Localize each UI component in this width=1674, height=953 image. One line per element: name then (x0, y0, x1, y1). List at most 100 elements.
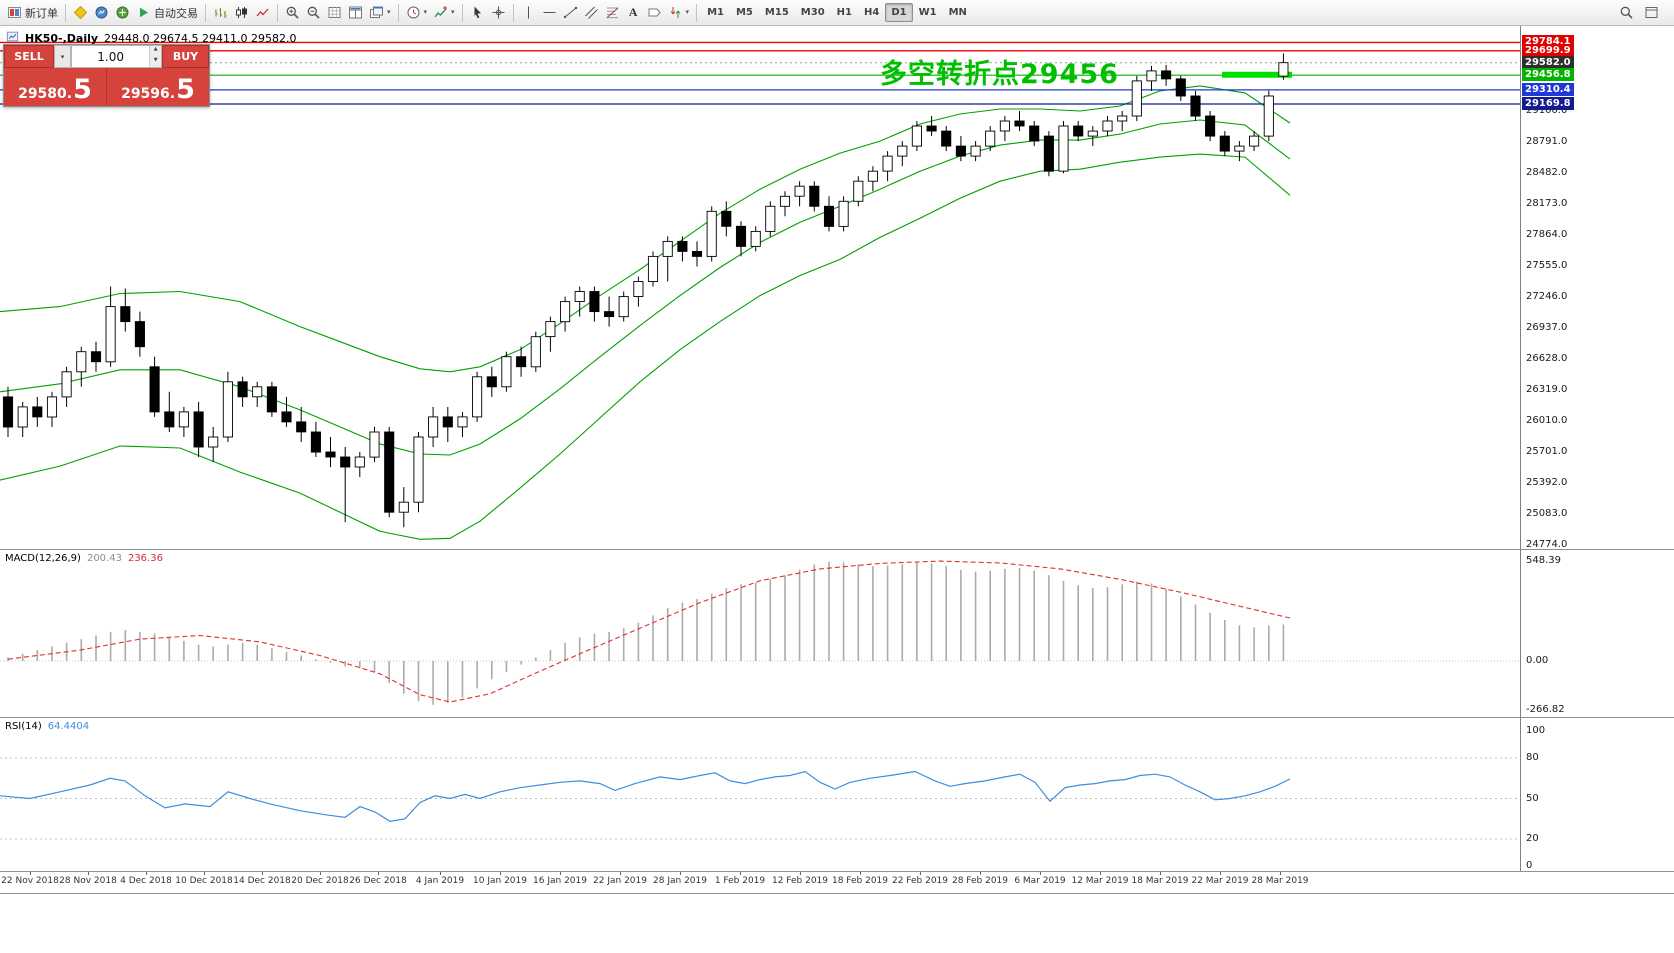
timeframe-m5-button[interactable]: M5 (730, 3, 759, 22)
chevron-down-icon: ▾ (451, 8, 455, 16)
date-tick (680, 872, 681, 875)
grid-button[interactable] (324, 2, 345, 23)
price-level-badge: 29310.4 (1522, 82, 1574, 96)
macd-label: MACD(12,26,9) (5, 553, 81, 564)
date-label: 12 Feb 2019 (771, 876, 828, 886)
date-label: 18 Mar 2019 (1131, 876, 1189, 886)
search-icon (1619, 5, 1634, 20)
date-tick (740, 872, 741, 875)
axis-tick-label: 20 (1526, 833, 1539, 844)
candlestick-chart-type-button[interactable] (231, 2, 252, 23)
zoom-in-button[interactable] (282, 2, 303, 23)
price-level-badge: 29582.0 (1522, 55, 1574, 69)
window-layout-icon (1644, 5, 1659, 20)
timeframe-w1-button[interactable]: W1 (913, 3, 943, 22)
sell-price-display[interactable]: 29580. 5 (4, 68, 106, 106)
arrows-tool-button[interactable]: ▾ (665, 2, 693, 23)
toolbar-separator (277, 3, 278, 22)
new-order-button[interactable]: 新订单 (4, 2, 61, 23)
arrows-icon (668, 5, 683, 20)
volume-decrease-button[interactable]: ▼ (150, 56, 161, 67)
axis-tick-label: 26937.0 (1526, 321, 1568, 333)
date-tick (262, 872, 263, 875)
vertical-line-tool-button[interactable] (518, 2, 539, 23)
date-label: 26 Dec 2018 (349, 876, 407, 886)
timeframe-d1-button[interactable]: D1 (885, 3, 913, 22)
line-chart-icon (255, 5, 270, 20)
chevron-down-icon: ▾ (423, 8, 428, 16)
search-button[interactable] (1616, 2, 1637, 23)
timeframe-h4-button[interactable]: H4 (858, 3, 885, 22)
navigator-button[interactable] (112, 2, 133, 23)
text-tool-button[interactable]: A (623, 2, 644, 23)
timeframe-h1-button[interactable]: H1 (831, 3, 858, 22)
trendline-tool-button[interactable] (560, 2, 581, 23)
axis-tick-label: 25083.0 (1526, 507, 1568, 519)
buy-button[interactable]: BUY (162, 45, 209, 68)
macd-panel-canvas[interactable] (0, 550, 1520, 717)
market-watch-button[interactable] (91, 2, 112, 23)
axis-tick-label: 28482.0 (1526, 166, 1568, 178)
date-tick (1100, 872, 1101, 875)
charts-profile-button[interactable] (70, 2, 91, 23)
period-button[interactable]: ▾ (403, 2, 431, 23)
axis-tick-label: 27555.0 (1526, 259, 1568, 271)
date-tick (1040, 872, 1041, 875)
buy-price-main: 29596. (121, 85, 176, 102)
panel-separator[interactable] (0, 717, 1674, 718)
date-label: 18 Feb 2019 (831, 876, 888, 886)
price-level-badge: 29699.9 (1522, 43, 1574, 57)
sell-button[interactable]: SELL (4, 45, 54, 68)
date-tick (320, 872, 321, 875)
zoom-out-button[interactable] (303, 2, 324, 23)
line-chart-type-button[interactable] (252, 2, 273, 23)
date-label: 22 Nov 2018 (1, 876, 59, 886)
date-label: 1 Feb 2019 (714, 876, 766, 886)
date-tick (1220, 872, 1221, 875)
cursor-tool-button[interactable] (467, 2, 488, 23)
vertical-line-icon (521, 5, 536, 20)
horizontal-line-tool-button[interactable] (539, 2, 560, 23)
navigator-icon (115, 5, 130, 20)
chart-legend: HK50-,Daily 29448.0 29674.5 29411.0 2958… (6, 30, 297, 46)
axis-tick-label: 25701.0 (1526, 445, 1568, 457)
timeframe-mn-button[interactable]: MN (943, 3, 973, 22)
rsi-value: 64.4404 (47, 721, 90, 732)
buy-price-pip: 5 (176, 74, 195, 106)
cascade-windows-button[interactable]: ▾ (366, 2, 394, 23)
fibonacci-tool-button[interactable] (602, 2, 623, 23)
panel-separator[interactable] (0, 549, 1674, 550)
autotrading-button[interactable]: 自动交易 (133, 2, 201, 23)
label-tool-button[interactable] (644, 2, 665, 23)
volume-spinner: ▲ ▼ (149, 46, 161, 67)
tile-windows-button[interactable] (345, 2, 366, 23)
bar-chart-type-button[interactable] (210, 2, 231, 23)
channel-tool-button[interactable] (581, 2, 602, 23)
axis-tick-label: 80 (1526, 752, 1539, 763)
main-chart-canvas[interactable] (0, 26, 1520, 549)
buy-price-display[interactable]: 29596. 5 (107, 68, 209, 106)
sell-price-pip: 5 (73, 74, 92, 106)
timeframe-m30-button[interactable]: M30 (795, 3, 831, 22)
date-axis[interactable]: 22 Nov 2018 28 Nov 2018 4 Dec 2018 10 Dec 2… (0, 872, 1674, 893)
indicators-button[interactable]: ▾ (430, 2, 458, 23)
timeframe-m15-button[interactable]: M15 (759, 3, 795, 22)
volume-increase-button[interactable]: ▲ (150, 46, 161, 57)
rsi-panel-canvas[interactable] (0, 718, 1520, 871)
zoom-in-icon (285, 5, 300, 20)
macd-legend: MACD(12,26,9) 200.43 236.36 (5, 553, 163, 564)
price-axis[interactable]: 29100.0 28791.0 28482.0 28173.0 27864.0 27555… (1520, 26, 1674, 893)
yellow-diamond-icon (73, 5, 88, 20)
crosshair-tool-button[interactable] (488, 2, 509, 23)
chevron-down-icon: ▾ (387, 8, 391, 16)
date-tick (800, 872, 801, 875)
date-tick (88, 872, 89, 875)
timeframe-m1-button[interactable]: M1 (701, 3, 730, 22)
volume-dropdown-button[interactable]: ▾ (54, 45, 71, 68)
price-level-badge: 29456.8 (1522, 68, 1574, 82)
layout-button[interactable] (1641, 2, 1662, 23)
chart-annotation[interactable]: 多空转折点29456 (880, 59, 1119, 90)
bars-icon (213, 5, 228, 20)
volume-input[interactable] (72, 46, 150, 67)
